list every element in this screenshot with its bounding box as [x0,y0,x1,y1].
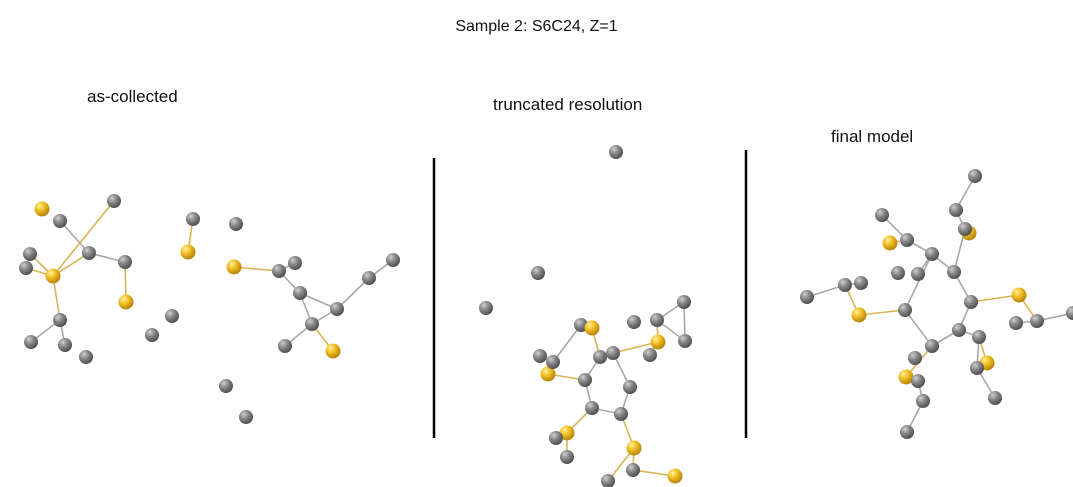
truncated-resolution-carbon-atom [549,431,563,445]
truncated-resolution-carbon-atom [479,301,493,315]
final-model-sulfur-atom [883,236,898,251]
as-collected-sulfur-atom [326,344,341,359]
as-collected-carbon-atom [118,255,132,269]
as-collected-carbon-atom [107,194,121,208]
as-collected-carbon-atom [229,217,243,231]
final-model-carbon-atom [900,425,914,439]
truncated-resolution-sulfur-atom [651,335,666,350]
final-model-carbon-atom [968,169,982,183]
truncated-resolution-carbon-atom [677,295,691,309]
final-model-carbon-atom [898,303,912,317]
as-collected-sulfur-atom [181,245,196,260]
as-collected-bond [53,201,114,276]
truncated-resolution-carbon-atom [626,463,640,477]
final-model-carbon-atom [1066,306,1073,320]
final-model-carbon-atom [988,391,1002,405]
final-model-carbon-atom [925,247,939,261]
truncated-resolution-carbon-atom [609,145,623,159]
as-collected-carbon-atom [305,317,319,331]
as-collected-carbon-atom [293,286,307,300]
atoms-layer [19,145,1073,487]
final-model-carbon-atom [854,276,868,290]
truncated-resolution-carbon-atom [650,313,664,327]
truncated-resolution-carbon-atom [678,334,692,348]
as-collected-carbon-atom [272,264,286,278]
final-model-carbon-atom [916,394,930,408]
final-model-carbon-atom [911,374,925,388]
final-model-carbon-atom [949,203,963,217]
truncated-resolution-carbon-atom [643,348,657,362]
as-collected-carbon-atom [165,309,179,323]
truncated-resolution-sulfur-atom [627,441,642,456]
as-collected-sulfur-atom [227,260,242,275]
final-model-carbon-atom [875,208,889,222]
final-model-carbon-atom [958,222,972,236]
as-collected-carbon-atom [145,328,159,342]
as-collected-carbon-atom [24,335,38,349]
as-collected-carbon-atom [82,246,96,260]
truncated-resolution-sulfur-atom [585,321,600,336]
final-model-bond [905,254,932,310]
as-collected-sulfur-atom [35,202,50,217]
truncated-resolution-carbon-atom [546,355,560,369]
final-model-sulfur-atom [852,308,867,323]
as-collected-carbon-atom [58,338,72,352]
final-model-carbon-atom [952,323,966,337]
truncated-resolution-sulfur-atom [668,469,683,484]
as-collected-carbon-atom [19,261,33,275]
final-model-carbon-atom [911,267,925,281]
as-collected-carbon-atom [23,247,37,261]
truncated-resolution-carbon-atom [585,401,599,415]
as-collected-carbon-atom [53,214,67,228]
as-collected-carbon-atom [219,379,233,393]
truncated-resolution-carbon-atom [531,266,545,280]
as-collected-carbon-atom [288,256,302,270]
truncated-resolution-carbon-atom [614,407,628,421]
final-model-carbon-atom [1009,316,1023,330]
truncated-resolution-carbon-atom [623,380,637,394]
as-collected-carbon-atom [53,313,67,327]
truncated-resolution-carbon-atom [593,350,607,364]
final-model-carbon-atom [891,266,905,280]
final-model-carbon-atom [1030,314,1044,328]
as-collected-carbon-atom [239,410,253,424]
final-model-carbon-atom [908,351,922,365]
as-collected-carbon-atom [79,350,93,364]
as-collected-carbon-atom [330,302,344,316]
truncated-resolution-carbon-atom [606,346,620,360]
truncated-resolution-carbon-atom [560,450,574,464]
final-model-sulfur-atom [1012,288,1027,303]
as-collected-carbon-atom [362,271,376,285]
final-model-carbon-atom [838,278,852,292]
final-model-carbon-atom [800,290,814,304]
final-model-carbon-atom [900,233,914,247]
as-collected-sulfur-atom [46,269,61,284]
truncated-resolution-carbon-atom [533,349,547,363]
as-collected-carbon-atom [386,253,400,267]
as-collected-carbon-atom [186,212,200,226]
final-model-carbon-atom [964,295,978,309]
final-model-carbon-atom [947,265,961,279]
final-model-carbon-atom [972,330,986,344]
bonds-layer [26,176,1073,481]
final-model-carbon-atom [925,339,939,353]
truncated-resolution-carbon-atom [578,373,592,387]
truncated-resolution-carbon-atom [627,315,641,329]
as-collected-sulfur-atom [119,295,134,310]
as-collected-carbon-atom [278,339,292,353]
final-model-carbon-atom [970,361,984,375]
